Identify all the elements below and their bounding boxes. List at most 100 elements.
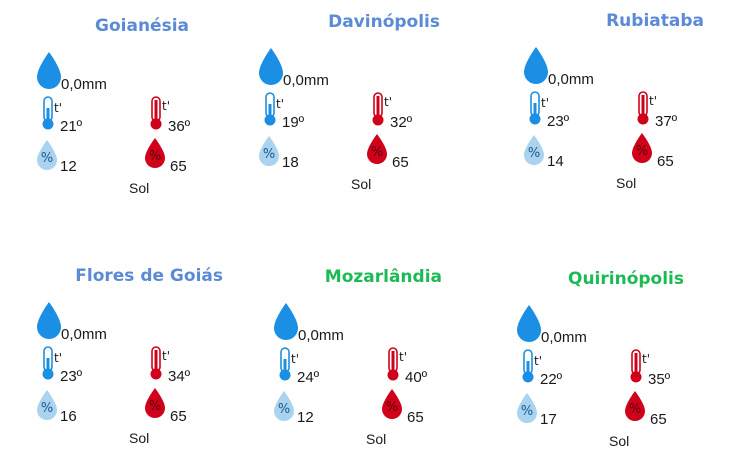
- weather-condition: Sol: [616, 175, 637, 191]
- temp-symbol: t': [399, 350, 408, 364]
- thermometer-high-icon: [387, 347, 399, 381]
- temp-max-value: 37º: [655, 113, 678, 130]
- temp-symbol: t': [162, 99, 171, 113]
- svg-text:%: %: [371, 145, 383, 160]
- humidity-high-icon: %: [632, 133, 652, 163]
- humidity-high-icon: %: [145, 138, 165, 168]
- thermometer-high-icon: [150, 346, 162, 380]
- weather-condition: Sol: [129, 180, 150, 196]
- temp-min-value: 21º: [60, 118, 83, 135]
- humidity-min-value: 12: [297, 409, 314, 426]
- city-title: Quirinópolis: [568, 269, 684, 289]
- raindrop-icon: [259, 48, 283, 85]
- humidity-min-value: 18: [282, 154, 299, 171]
- temp-symbol: t': [534, 354, 543, 368]
- city-title: Goianésia: [95, 16, 189, 36]
- city-card-rubiataba: Rubiataba 0,0mm t' 23º t' 37º % 14 % 65 …: [524, 11, 704, 211]
- thermometer-high-icon: [637, 91, 649, 125]
- humidity-low-icon: %: [259, 136, 279, 166]
- city-title: Mozarlândia: [324, 267, 442, 287]
- temp-symbol: t': [54, 101, 63, 115]
- thermometer-low-icon: [529, 91, 541, 125]
- city-title: Rubiataba: [606, 11, 704, 31]
- humidity-max-value: 65: [170, 158, 187, 175]
- svg-text:%: %: [149, 399, 161, 414]
- temp-min-value: 22º: [540, 371, 563, 388]
- humidity-low-icon: %: [524, 135, 544, 165]
- thermometer-low-icon: [522, 349, 534, 383]
- city-card-quirinopolis: Quirinópolis 0,0mm t' 22º t' 35º % 17 % …: [517, 269, 684, 469]
- raindrop-icon: [517, 305, 541, 342]
- humidity-high-icon: %: [367, 134, 387, 164]
- rain-value: 0,0mm: [61, 326, 107, 343]
- temp-min-value: 24º: [297, 369, 320, 386]
- temp-symbol: t': [291, 352, 300, 366]
- raindrop-icon: [37, 52, 61, 89]
- thermometer-high-icon: [630, 349, 642, 383]
- humidity-max-value: 65: [170, 408, 187, 425]
- temp-max-value: 36º: [168, 118, 191, 135]
- city-card-davinopolis: Davinópolis 0,0mm t' 19º t' 32º % 18 % 6…: [259, 12, 440, 212]
- humidity-max-value: 65: [407, 409, 424, 426]
- temp-symbol: t': [162, 349, 171, 363]
- weather-condition: Sol: [609, 433, 630, 449]
- temp-max-value: 32º: [390, 114, 413, 131]
- temp-symbol: t': [541, 96, 550, 110]
- weather-condition: Sol: [351, 176, 372, 192]
- city-card-goianesia: Goianésia 0,0mm t' 21º t' 36º % 12 % 65 …: [37, 16, 191, 216]
- thermometer-low-icon: [279, 347, 291, 381]
- temp-max-value: 40º: [405, 369, 428, 386]
- humidity-max-value: 65: [657, 153, 674, 170]
- temp-min-value: 19º: [282, 114, 305, 131]
- svg-text:%: %: [521, 404, 533, 419]
- thermometer-low-icon: [264, 92, 276, 126]
- temp-min-value: 23º: [547, 113, 570, 130]
- temp-symbol: t': [649, 94, 658, 108]
- temp-symbol: t': [642, 352, 651, 366]
- svg-text:%: %: [528, 146, 540, 161]
- temp-max-value: 34º: [168, 368, 191, 385]
- thermometer-low-icon: [42, 96, 54, 130]
- svg-text:%: %: [41, 401, 53, 416]
- temp-symbol: t': [54, 351, 63, 365]
- raindrop-icon: [37, 302, 61, 339]
- raindrop-icon: [274, 303, 298, 340]
- humidity-max-value: 65: [650, 411, 667, 428]
- humidity-min-value: 17: [540, 411, 557, 428]
- rain-value: 0,0mm: [283, 72, 329, 89]
- weather-condition: Sol: [129, 430, 150, 446]
- svg-text:%: %: [41, 151, 53, 166]
- weather-condition: Sol: [366, 431, 387, 447]
- temp-symbol: t': [384, 95, 393, 109]
- humidity-low-icon: %: [37, 140, 57, 170]
- svg-text:%: %: [629, 402, 641, 417]
- svg-text:%: %: [386, 400, 398, 415]
- thermometer-low-icon: [42, 346, 54, 380]
- raindrop-icon: [524, 47, 548, 84]
- rain-value: 0,0mm: [61, 76, 107, 93]
- city-title: Flores de Goiás: [75, 266, 223, 286]
- svg-text:%: %: [263, 147, 275, 162]
- humidity-min-value: 16: [60, 408, 77, 425]
- humidity-high-icon: %: [145, 388, 165, 418]
- temp-max-value: 35º: [648, 371, 671, 388]
- temp-symbol: t': [276, 97, 285, 111]
- thermometer-high-icon: [150, 96, 162, 130]
- rain-value: 0,0mm: [298, 327, 344, 344]
- city-title: Davinópolis: [328, 12, 440, 32]
- humidity-low-icon: %: [37, 390, 57, 420]
- humidity-high-icon: %: [382, 389, 402, 419]
- rain-value: 0,0mm: [541, 329, 587, 346]
- thermometer-high-icon: [372, 92, 384, 126]
- humidity-high-icon: %: [625, 391, 645, 421]
- city-card-mozarlandia: Mozarlândia 0,0mm t' 24º t' 40º % 12 % 6…: [274, 267, 442, 467]
- rain-value: 0,0mm: [548, 71, 594, 88]
- humidity-max-value: 65: [392, 154, 409, 171]
- humidity-low-icon: %: [274, 391, 294, 421]
- svg-text:%: %: [636, 144, 648, 159]
- city-card-flores-de-goias: Flores de Goiás 0,0mm t' 23º t' 34º % 16…: [37, 266, 223, 466]
- temp-min-value: 23º: [60, 368, 83, 385]
- svg-text:%: %: [278, 402, 290, 417]
- svg-text:%: %: [149, 149, 161, 164]
- humidity-min-value: 14: [547, 153, 564, 170]
